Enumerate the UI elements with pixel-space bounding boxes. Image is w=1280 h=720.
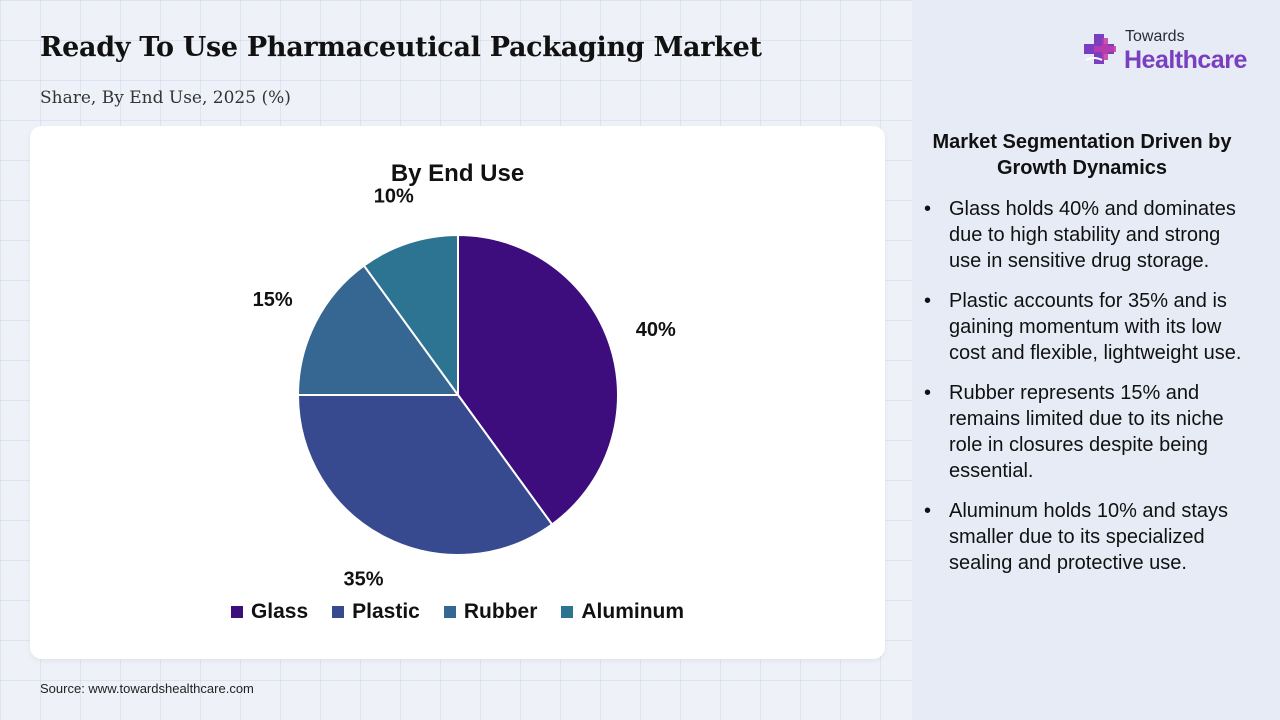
chart-legend: Glass Plastic Rubber Aluminum <box>0 600 915 624</box>
legend-label-glass: Glass <box>250 600 309 623</box>
legend-swatch-glass <box>230 606 243 618</box>
data-label-rubber: 15% <box>253 289 293 311</box>
legend-label-plastic: Plastic <box>352 600 420 623</box>
insight-item: Rubber represents 15% and remains limite… <box>922 380 1252 484</box>
chart-title: By End Use <box>390 160 525 187</box>
medical-cross-logo-icon <box>1084 34 1116 64</box>
insight-item: Aluminum holds 10% and stays smaller due… <box>922 498 1252 576</box>
pie-slice-glass <box>457 233 619 526</box>
page-title: Ready To Use Pharmaceutical Packaging Ma… <box>40 32 762 63</box>
page-subtitle: Share, By End Use, 2025 (%) <box>40 88 291 108</box>
legend-item-plastic: Plastic <box>332 600 420 624</box>
brand-name-small: Towards <box>1125 28 1185 45</box>
legend-item-glass: Glass <box>230 600 309 624</box>
legend-item-rubber: Rubber <box>443 600 538 624</box>
brand-name-big: Healthcare <box>1124 46 1247 74</box>
data-label-plastic: 35% <box>344 569 384 591</box>
data-label-glass: 40% <box>636 319 676 341</box>
pie-slice-plastic <box>296 394 554 556</box>
legend-swatch-aluminum <box>561 606 574 618</box>
pie-slice-aluminum <box>362 233 459 399</box>
data-label-aluminum: 10% <box>374 185 414 207</box>
pie-chart: 40% 35% 15% 10% <box>253 185 676 591</box>
legend-swatch-rubber <box>443 606 456 618</box>
insight-item: Plastic accounts for 35% and is gaining … <box>922 288 1252 366</box>
insights-list: Glass holds 40% and dominates due to hig… <box>922 196 1252 590</box>
insight-item: Glass holds 40% and dominates due to hig… <box>922 196 1252 274</box>
panel-heading: Market Segmentation Driven by Growth Dyn… <box>932 131 1232 179</box>
pie-slice-rubber <box>296 264 460 396</box>
legend-label-rubber: Rubber <box>463 600 538 623</box>
source-note: Source: www.towardshealthcare.com <box>40 681 254 696</box>
brand-logo: Towards Healthcare <box>1080 28 1260 78</box>
legend-item-aluminum: Aluminum <box>561 600 684 624</box>
legend-swatch-plastic <box>332 606 345 618</box>
legend-label-aluminum: Aluminum <box>581 600 685 623</box>
